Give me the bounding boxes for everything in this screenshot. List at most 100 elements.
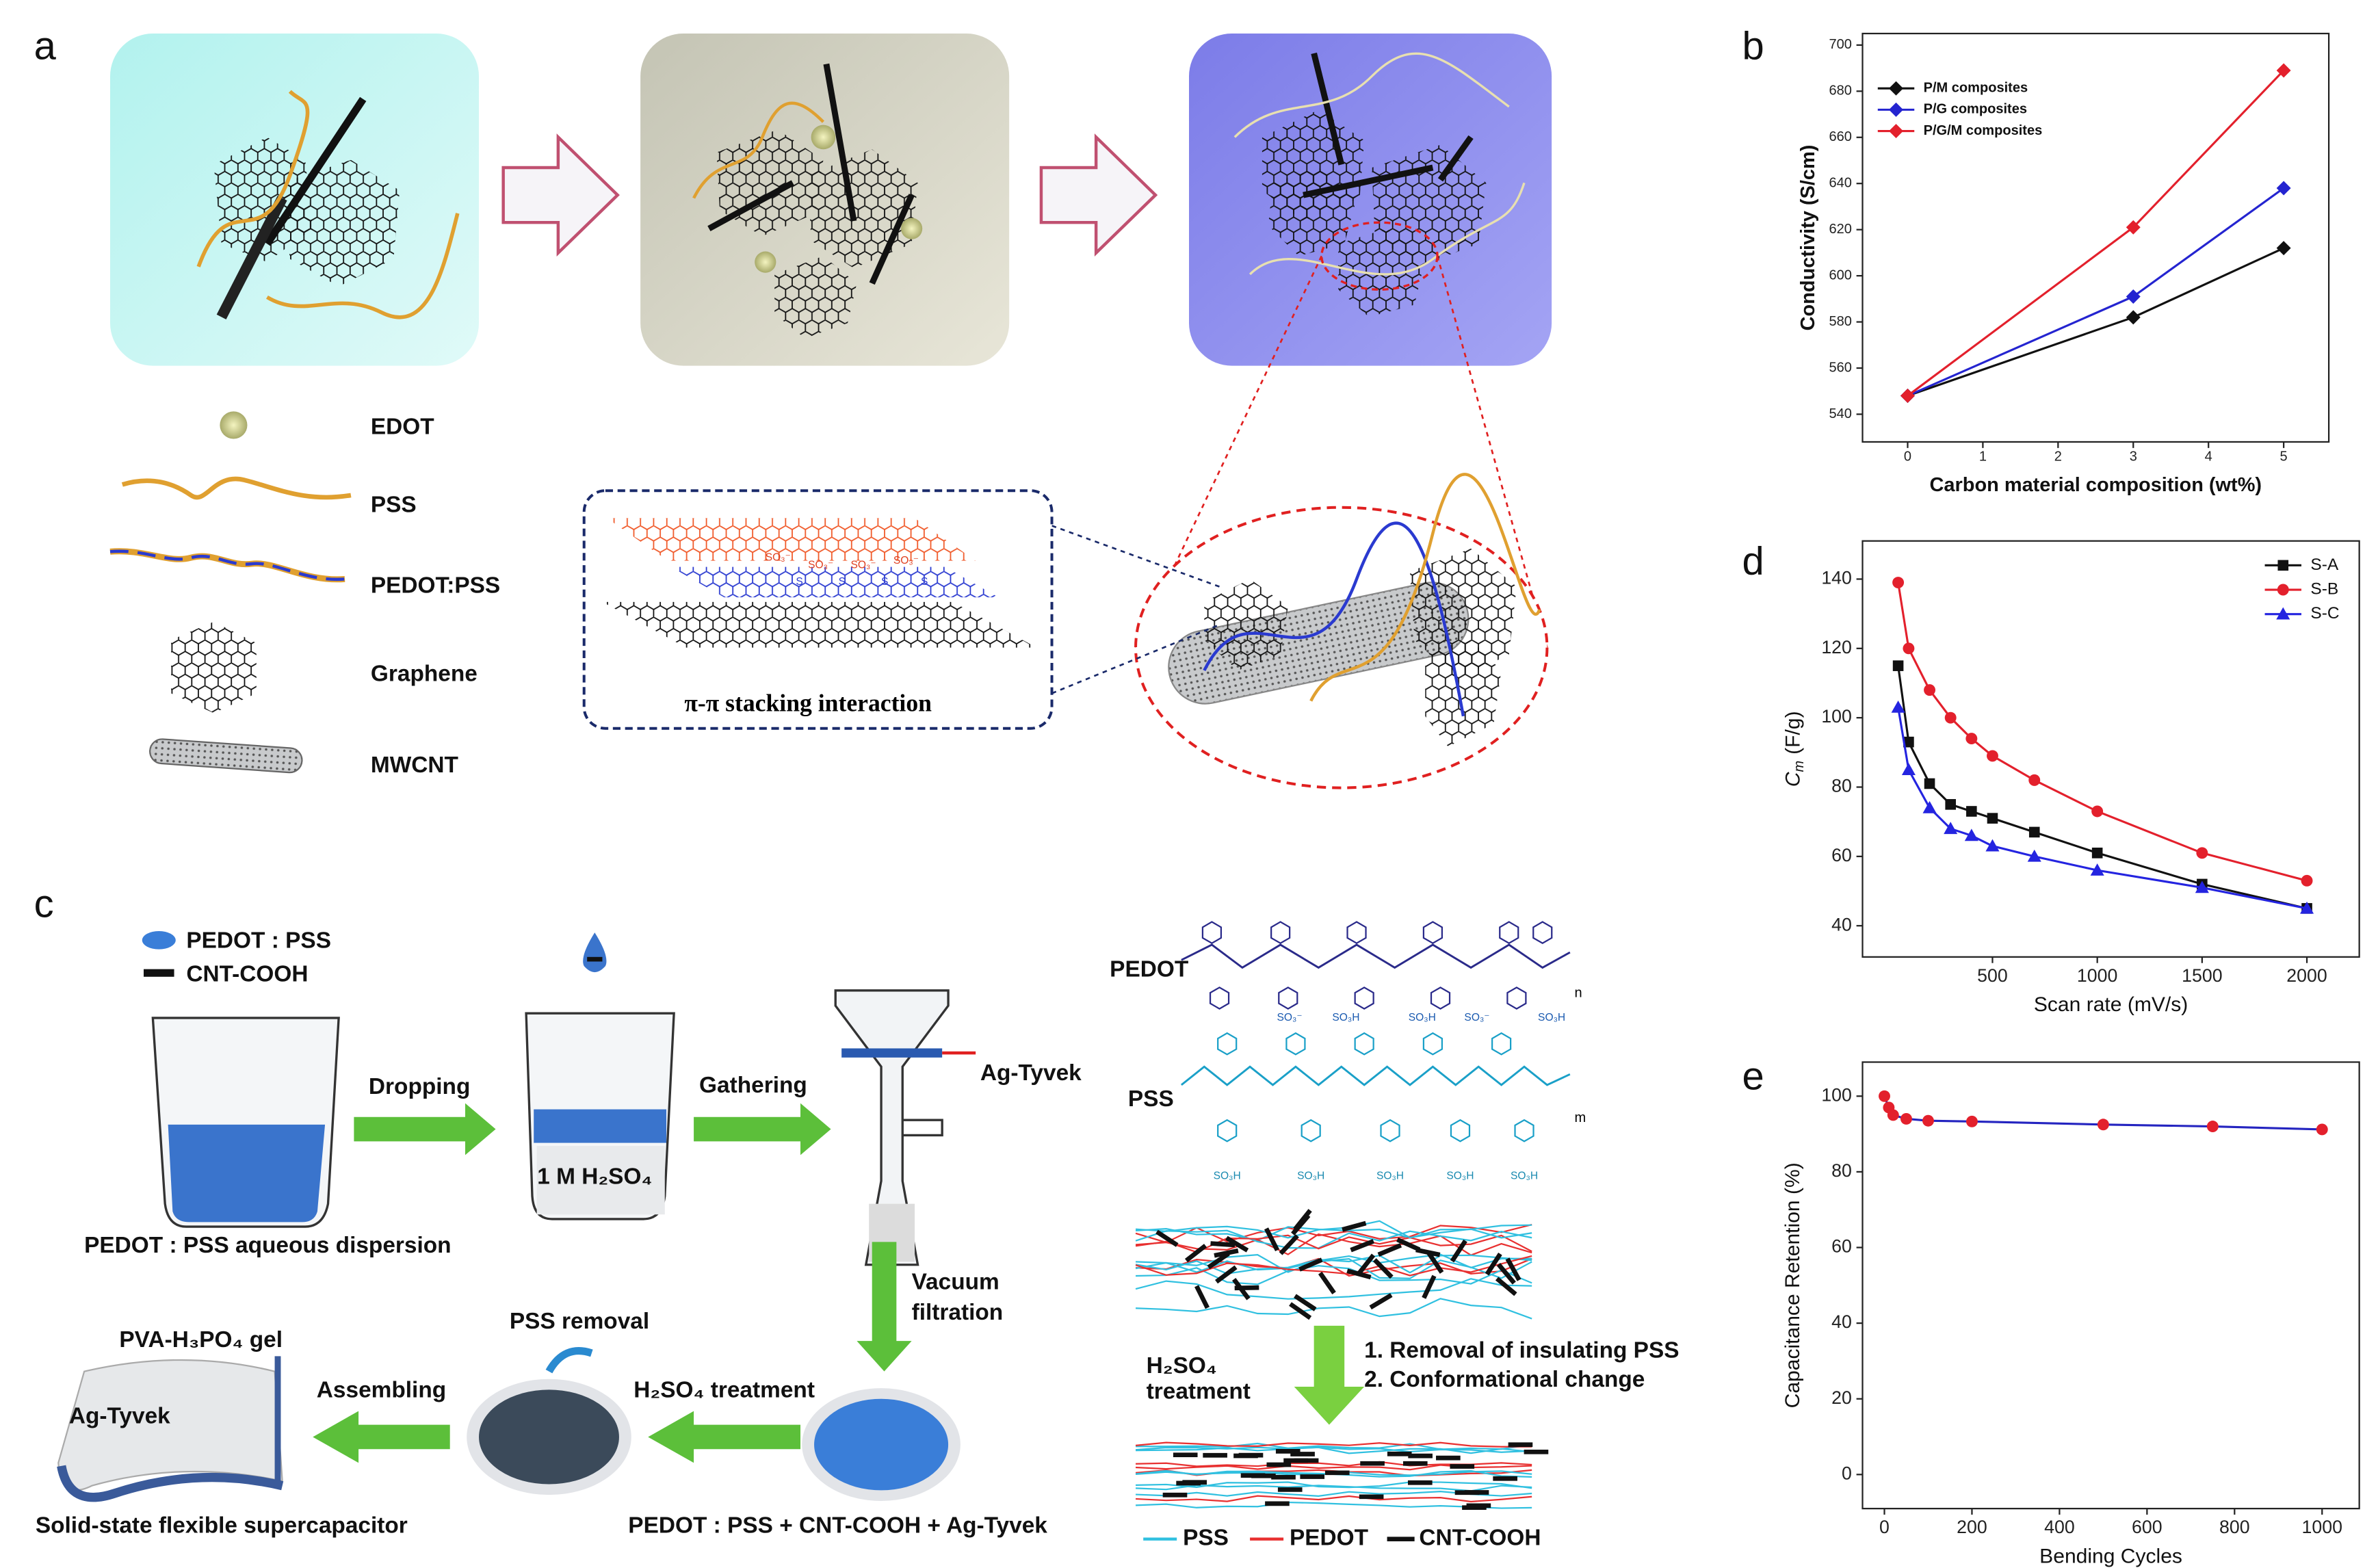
polymer-chain [1135, 1278, 1532, 1300]
marker [2126, 220, 2141, 235]
cnt [1369, 1293, 1393, 1310]
panel-a-schematic: SO₃⁻ SO₃⁻ SO₃⁻ SO₃⁻ S S S S π-π stacking… [109, 34, 1552, 789]
marker [2276, 241, 2291, 256]
inset-label: SO₃⁻ [851, 559, 876, 571]
caption: Solid-state flexible supercapacitor [36, 1513, 408, 1539]
thiophene-ring [1532, 921, 1553, 945]
cnt [1291, 1214, 1311, 1236]
cnt [1207, 1251, 1230, 1270]
panel-label: a [34, 25, 57, 68]
cnt [823, 63, 857, 222]
plot-frame [1861, 32, 2330, 443]
marker [2316, 1123, 2328, 1136]
step-label: 1. Removal of insulating PSS [1364, 1338, 1679, 1363]
panel-label: d [1742, 539, 1764, 583]
benzene-ring [1491, 1032, 1512, 1056]
graphene [1425, 640, 1502, 747]
legend-label: P/G/M composites [1924, 123, 2043, 138]
marker [1987, 813, 1998, 824]
group-label: SO₃H [1409, 1012, 1436, 1023]
caption: PEDOT : PSS + CNT-COOH + Ag-Tyvek [628, 1513, 1047, 1539]
pss-chain [196, 90, 310, 267]
legend-label: PSS [1183, 1526, 1229, 1551]
structure-label: n [1575, 986, 1582, 1001]
stage-box [1189, 34, 1552, 366]
drop [583, 932, 607, 973]
group-label: SO₃H [1332, 1012, 1359, 1023]
y-axis-label: Conductivity (S/cm) [1797, 145, 1819, 331]
step-label: H₂SO₄ [1147, 1353, 1217, 1378]
group-label: SO₃H [1446, 1171, 1474, 1182]
group-label: SO₃H [1538, 1012, 1565, 1023]
thiophene-ring [1499, 921, 1519, 945]
legend-label: S-B [2310, 579, 2338, 598]
panel-c-schematic: PEDOT : PSS CNT-COOH Dropping 1 M H₂SO [36, 928, 1680, 1550]
polymer-chain [1135, 1298, 1532, 1320]
drop-cnt [587, 956, 603, 962]
step-arrow [501, 133, 620, 257]
legend-marker [2276, 607, 2290, 620]
cnt [1184, 1244, 1207, 1263]
y-tick-label: 120 [1821, 637, 1852, 657]
cnt [707, 180, 795, 232]
polymer-chain [1135, 1220, 1532, 1239]
zoom-line [1051, 623, 1220, 694]
cnt [1289, 1302, 1312, 1320]
step-arrow [313, 1411, 450, 1463]
graphene [282, 159, 400, 287]
marker [2300, 901, 2314, 914]
benzene-ring [1450, 1119, 1471, 1142]
step-label: treatment [1147, 1379, 1251, 1404]
cnt [1350, 1239, 1374, 1253]
legend-label: Graphene [371, 662, 478, 687]
cnt [1450, 1239, 1467, 1263]
y-tick-label: 580 [1829, 314, 1851, 329]
graphene [1204, 579, 1288, 671]
x-tick-label: 200 [1957, 1517, 1987, 1537]
marker [2126, 289, 2141, 304]
polymer-chain [1136, 1446, 1532, 1454]
legend-marker [1889, 81, 1904, 96]
benzene-ring [1514, 1119, 1534, 1142]
marker [2195, 880, 2209, 893]
x-tick-label: 1000 [2302, 1517, 2342, 1537]
marker [1945, 799, 1956, 810]
step-label: Vacuum [912, 1269, 999, 1294]
cnt-icon [144, 969, 174, 977]
step-label: PSS removal [510, 1309, 649, 1334]
y-tick-label: 60 [1831, 845, 1852, 865]
cnt [1264, 1227, 1280, 1252]
legend-label: CNT-COOH [1419, 1526, 1541, 1551]
benzene-ring [1301, 1119, 1321, 1142]
step-label: filtration [912, 1300, 1004, 1325]
cnt [1303, 164, 1434, 198]
y-axis-label: Capacitance Retention (%) [1781, 1162, 1804, 1408]
side-arm [902, 1119, 943, 1137]
polymer-chain [1135, 1229, 1532, 1249]
legend-label: PEDOT [1290, 1526, 1369, 1551]
legend-label: PEDOT : PSS [186, 928, 331, 953]
x-axis-label: Carbon material composition (wt%) [1930, 474, 2262, 496]
marker [2276, 63, 2291, 78]
cnt [1311, 52, 1345, 166]
y-axis-label: Cm (F/g) [1781, 711, 1807, 787]
marker [1901, 763, 1916, 775]
legend-label: PEDOT:PSS [371, 573, 500, 598]
pedot-pss-icon [142, 930, 176, 950]
pedot-pss-chain [1309, 473, 1541, 702]
x-tick-label: 400 [2044, 1517, 2075, 1537]
pedot-layer [534, 1109, 666, 1143]
pss-chain [692, 101, 824, 199]
benzene-ring [1217, 1119, 1238, 1142]
x-tick-label: 2 [2054, 449, 2062, 465]
inset-label: S [921, 576, 928, 588]
y-tick-label: 100 [1821, 1084, 1852, 1105]
x-tick-label: 0 [1904, 449, 1911, 465]
polymer-chain [1136, 1253, 1532, 1273]
cnt [1225, 1236, 1249, 1253]
series-line [1907, 247, 2284, 397]
cnt [1155, 1229, 1179, 1247]
series-line [1897, 665, 2308, 910]
polymer-chain [1135, 1441, 1532, 1448]
dioxane-ring [1354, 986, 1374, 1010]
